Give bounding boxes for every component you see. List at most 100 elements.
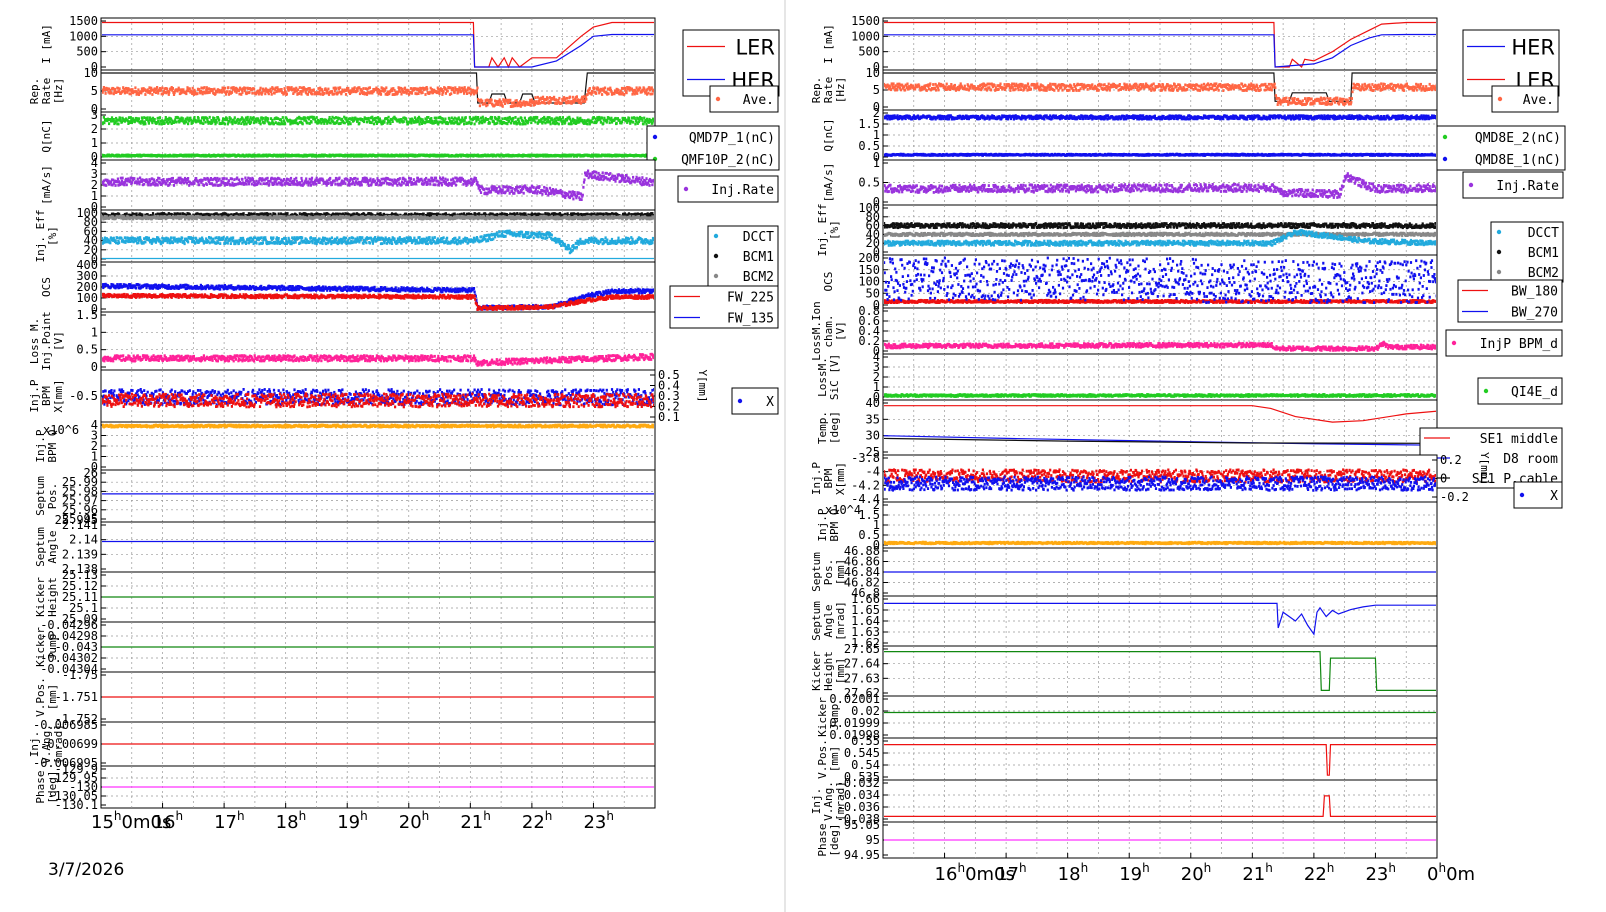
point — [350, 182, 353, 186]
point — [284, 213, 287, 217]
point — [484, 102, 487, 105]
point — [309, 181, 312, 184]
point — [523, 101, 526, 105]
point — [529, 188, 532, 191]
point — [384, 179, 387, 183]
point — [561, 116, 564, 119]
point — [129, 176, 132, 180]
point — [636, 116, 639, 120]
point — [169, 212, 172, 216]
point — [500, 101, 503, 105]
point — [164, 116, 167, 119]
point — [535, 186, 538, 189]
point — [177, 88, 180, 92]
point — [546, 116, 549, 119]
point — [635, 86, 638, 90]
point — [317, 87, 320, 90]
point — [358, 183, 362, 187]
point — [585, 174, 588, 177]
point — [647, 179, 650, 183]
point — [327, 93, 331, 96]
point — [272, 212, 275, 215]
point — [264, 118, 267, 122]
point — [293, 177, 296, 181]
point — [578, 196, 581, 200]
point — [409, 179, 412, 183]
point — [408, 176, 411, 180]
point — [115, 119, 118, 123]
point — [639, 212, 642, 216]
point — [377, 87, 380, 91]
point — [503, 102, 507, 105]
point — [526, 189, 529, 193]
point — [444, 212, 447, 215]
point — [590, 92, 593, 96]
point — [300, 176, 303, 180]
point — [423, 181, 426, 185]
point — [596, 116, 599, 119]
point — [300, 92, 303, 96]
point — [572, 193, 576, 196]
point — [119, 176, 122, 180]
point — [482, 188, 486, 191]
point — [593, 212, 596, 216]
point — [260, 116, 263, 120]
point — [630, 119, 633, 123]
point — [377, 179, 380, 182]
point — [605, 119, 608, 122]
point — [501, 188, 504, 192]
point — [533, 191, 536, 195]
point — [437, 88, 440, 91]
point — [590, 173, 593, 177]
point — [139, 176, 142, 180]
point — [579, 101, 583, 105]
point — [253, 183, 256, 187]
point — [155, 183, 158, 186]
point — [572, 100, 576, 104]
point — [364, 178, 367, 182]
point — [211, 88, 214, 92]
point — [615, 90, 618, 94]
point — [291, 179, 294, 183]
point — [193, 181, 196, 185]
point — [248, 122, 252, 125]
point — [519, 212, 522, 216]
point — [210, 119, 213, 122]
point — [130, 213, 133, 217]
point — [339, 183, 342, 187]
point — [187, 180, 190, 183]
point — [276, 86, 279, 89]
point — [546, 187, 549, 191]
point — [470, 183, 473, 187]
point — [358, 121, 361, 125]
point — [601, 116, 604, 120]
point — [498, 100, 501, 104]
point — [450, 121, 453, 125]
point — [575, 121, 578, 125]
point — [305, 91, 308, 95]
point — [653, 119, 654, 122]
point — [303, 181, 306, 185]
point — [532, 116, 535, 119]
point — [456, 88, 459, 91]
point — [270, 117, 273, 120]
point — [430, 176, 433, 180]
point — [568, 95, 571, 99]
point — [234, 120, 238, 124]
point — [475, 89, 478, 93]
point — [228, 116, 231, 119]
point — [116, 122, 119, 126]
point — [234, 88, 237, 92]
point — [451, 86, 455, 90]
point — [244, 116, 248, 120]
point — [400, 183, 403, 187]
point — [460, 120, 463, 123]
point — [588, 172, 591, 176]
point — [279, 118, 283, 121]
point — [232, 86, 235, 89]
point — [116, 86, 119, 90]
point — [505, 121, 508, 125]
y-tick-label: 4 — [91, 156, 98, 170]
point — [641, 119, 644, 122]
